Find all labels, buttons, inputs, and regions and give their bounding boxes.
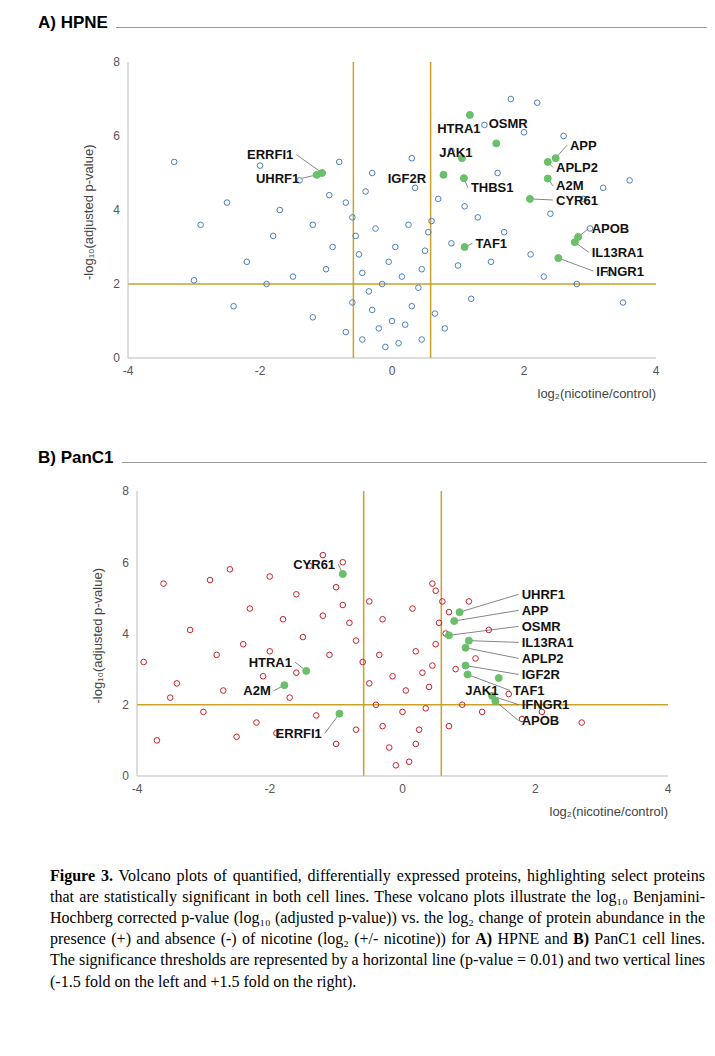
svg-text:UHRF1: UHRF1	[256, 171, 299, 186]
svg-text:APLP2: APLP2	[522, 651, 564, 666]
svg-text:IGF2R: IGF2R	[388, 171, 427, 186]
svg-text:8: 8	[113, 55, 120, 69]
svg-text:-log₁₀(adjusted p-value): -log₁₀(adjusted p-value)	[81, 144, 96, 280]
svg-text:APP: APP	[522, 603, 549, 618]
svg-text:2: 2	[113, 277, 120, 291]
svg-text:0: 0	[122, 769, 129, 783]
svg-text:4: 4	[122, 627, 129, 641]
svg-text:OSMR: OSMR	[522, 619, 562, 634]
svg-text:JAK1: JAK1	[465, 683, 498, 698]
svg-text:APP: APP	[570, 138, 597, 153]
html-text:Figure 3. Volcano plots of qua: Figure 3. Volcano plots of quantified, d…	[50, 867, 705, 990]
svg-text:UHRF1: UHRF1	[522, 587, 565, 602]
svg-text:0: 0	[389, 364, 396, 378]
svg-text:4: 4	[653, 364, 660, 378]
svg-text:log₂(nicotine/control): log₂(nicotine/control)	[550, 804, 669, 819]
svg-text:APOB: APOB	[592, 221, 630, 236]
svg-text:THBS1: THBS1	[471, 180, 514, 195]
svg-text:TAF1: TAF1	[476, 236, 508, 251]
svg-text:4: 4	[113, 203, 120, 217]
svg-text:IFNGR1: IFNGR1	[596, 264, 644, 279]
svg-text:2: 2	[122, 698, 129, 712]
svg-text:2: 2	[532, 782, 539, 796]
svg-text:APLP2: APLP2	[556, 160, 598, 175]
svg-text:IGF2R: IGF2R	[522, 667, 561, 682]
svg-text:IL13RA1: IL13RA1	[522, 635, 574, 650]
svg-text:IFNGR1: IFNGR1	[522, 697, 570, 712]
svg-text:-4: -4	[123, 364, 134, 378]
svg-text:JAK1: JAK1	[439, 145, 472, 160]
svg-text:6: 6	[113, 129, 120, 143]
svg-text:2: 2	[521, 364, 528, 378]
svg-text:IL13RA1: IL13RA1	[592, 245, 644, 260]
svg-text:APOB: APOB	[522, 713, 560, 728]
svg-text:0: 0	[399, 782, 406, 796]
svg-text:OSMR: OSMR	[489, 116, 529, 131]
svg-text:-4: -4	[132, 782, 143, 796]
html-text:B) PanC1: B) PanC1	[38, 448, 114, 467]
svg-text:HTRA1: HTRA1	[249, 655, 292, 670]
svg-text:ERRFI1: ERRFI1	[276, 726, 322, 741]
svg-text:CYR61: CYR61	[293, 557, 335, 572]
svg-text:-2: -2	[255, 364, 266, 378]
svg-text:0: 0	[113, 351, 120, 365]
svg-text:HTRA1: HTRA1	[437, 121, 480, 136]
svg-text:6: 6	[122, 556, 129, 570]
svg-text:A2M: A2M	[556, 178, 583, 193]
svg-text:4: 4	[665, 782, 672, 796]
svg-text:ERRFI1: ERRFI1	[247, 147, 293, 162]
svg-text:TAF1: TAF1	[513, 683, 545, 698]
svg-text:CYR61: CYR61	[556, 193, 598, 208]
html-text:A) HPNE: A) HPNE	[38, 13, 108, 32]
svg-text:log₂(nicotine/control): log₂(nicotine/control)	[538, 386, 657, 401]
svg-text:8: 8	[122, 484, 129, 498]
svg-text:-2: -2	[264, 782, 275, 796]
svg-text:A2M: A2M	[243, 683, 270, 698]
svg-text:-log₁₀(adjusted p-value): -log₁₀(adjusted p-value)	[90, 568, 105, 704]
